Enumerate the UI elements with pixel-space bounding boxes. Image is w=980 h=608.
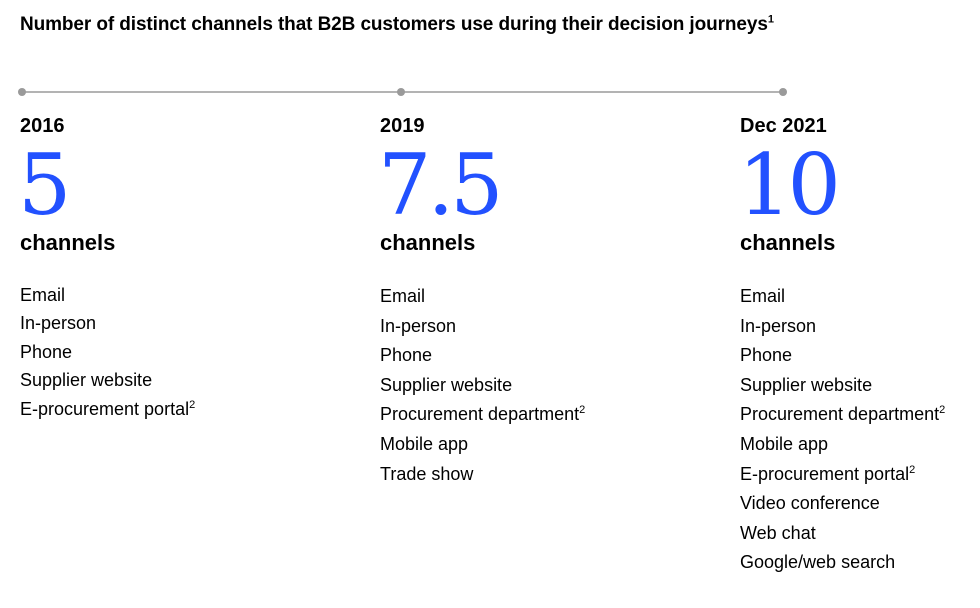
channel-item: In-person — [20, 309, 195, 337]
channel-label: Trade show — [380, 463, 474, 484]
channel-item: Trade show — [380, 460, 585, 490]
channel-label: Phone — [740, 345, 793, 366]
timeline-dot-2019 — [397, 88, 405, 96]
title-footnote-marker: 1 — [767, 13, 774, 26]
channel-count-value: 7.5 — [378, 136, 504, 234]
channel-label: Video conference — [740, 493, 880, 514]
channel-label: In-person — [20, 313, 97, 334]
channel-label: E-procurement portal — [20, 398, 190, 419]
timeline-dot-dec-2021 — [779, 88, 787, 96]
period-label: 2019 — [380, 115, 425, 137]
channel-label: Supplier website — [20, 370, 153, 391]
channel-item: Web chat — [740, 519, 945, 549]
column-dec-2021: Dec 2021 10 channels Email In-person Phone… — [738, 110, 945, 578]
footnote-marker: 2 — [189, 398, 196, 411]
channel-item: In-person — [380, 312, 585, 342]
channel-item: Phone — [20, 338, 195, 366]
channel-item: Procurement department2 — [380, 400, 585, 430]
channel-item: Phone — [740, 341, 945, 371]
channel-item: In-person — [740, 312, 945, 342]
channel-item: Email — [20, 281, 195, 309]
period-label: Dec 2021 — [740, 115, 827, 137]
unit-label: channels — [380, 230, 476, 255]
channel-label: Mobile app — [740, 433, 829, 454]
channel-item: Mobile app — [740, 430, 945, 460]
channel-label: In-person — [740, 315, 817, 336]
channel-label: Mobile app — [380, 433, 469, 454]
channel-label: Email — [20, 285, 66, 305]
channel-item: Supplier website — [380, 371, 585, 401]
period-label: 2016 — [20, 115, 65, 137]
footnote-marker: 2 — [939, 404, 946, 417]
timeline — [18, 88, 787, 96]
unit-label: channels — [740, 230, 836, 255]
channel-label: Phone — [380, 345, 433, 366]
timeline-dot-2016 — [18, 88, 26, 96]
channel-label: Procurement department — [740, 404, 940, 425]
channel-item: Google/web search — [740, 548, 945, 578]
channel-item: E-procurement portal2 — [20, 395, 195, 423]
channel-count-value: 5 — [18, 136, 71, 234]
footnote-marker: 2 — [579, 404, 586, 417]
channel-item: Mobile app — [380, 430, 585, 460]
column-2019: 2019 7.5 channels Email In-person Phone Sup… — [378, 110, 585, 489]
channel-label: Supplier website — [380, 374, 513, 395]
channel-label: Email — [380, 286, 426, 306]
channel-list: Email In-person Phone Supplier website E-pro… — [20, 281, 195, 423]
channel-label: Web chat — [740, 522, 816, 543]
channel-list: Email In-person Phone Supplier website Procu… — [380, 282, 585, 489]
channel-item: Email — [740, 282, 945, 312]
channel-count-value: 10 — [738, 136, 841, 234]
chart-title-text: Number of distinct channels that B2B cus… — [20, 14, 768, 35]
channel-item: Procurement department2 — [740, 400, 945, 430]
channel-item: E-procurement portal2 — [740, 460, 945, 490]
channel-label: E-procurement portal — [740, 463, 910, 484]
channel-item: Supplier website — [740, 371, 945, 401]
channel-label: Supplier website — [740, 374, 873, 395]
channel-label: Phone — [20, 341, 73, 362]
chart-title: Number of distinct channels that B2B cus… — [20, 14, 774, 36]
unit-label: channels — [20, 230, 116, 255]
footnote-marker: 2 — [909, 463, 916, 476]
column-2016: 2016 5 channels Email In-person Phone Suppl… — [18, 110, 195, 423]
channel-item: Video conference — [740, 489, 945, 519]
channel-list: Email In-person Phone Supplier website Procu… — [740, 282, 945, 578]
channel-label: In-person — [380, 315, 457, 336]
channel-label: Procurement department — [380, 404, 580, 425]
channel-label: Email — [740, 286, 786, 306]
channel-item: Supplier website — [20, 366, 195, 394]
channel-item: Email — [380, 282, 585, 312]
channel-item: Phone — [380, 341, 585, 371]
channel-label: Google/web search — [740, 552, 896, 573]
